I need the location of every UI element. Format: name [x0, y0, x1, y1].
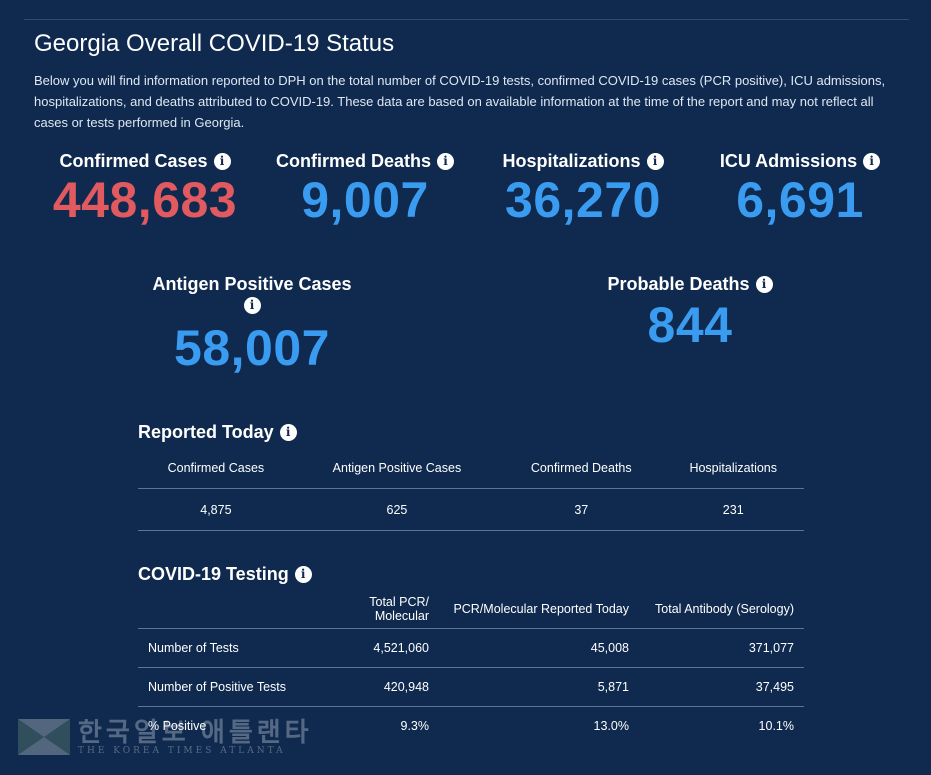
watermark-korean: 한국일보 애틀랜타	[78, 717, 313, 747]
stat-label: Confirmed Deaths	[275, 151, 432, 171]
stat-antigen-positive: Antigen Positive Cases i 58,007	[143, 274, 361, 376]
stat-label: ICU Admissions	[719, 151, 858, 171]
section-title-label: Reported Today	[138, 422, 274, 442]
column-header: Total PCR/ Molecular	[303, 590, 439, 629]
watermark: 한국일보 애틀랜타 THE KOREA TIMES ATLANTA	[18, 718, 313, 756]
column-header: Antigen Positive Cases	[293, 448, 501, 489]
table-cell: 13.0%	[593, 719, 629, 733]
table-cell: 4,521,060	[303, 628, 439, 668]
table-cell: 231	[662, 488, 804, 531]
stat-value: 9,007	[301, 172, 429, 228]
table-header-row: Confirmed Cases Antigen Positive Cases C…	[138, 448, 804, 489]
stat-label: Antigen Positive Cases	[152, 274, 352, 294]
stat-probable-deaths: Probable Deaths i 844	[583, 274, 797, 353]
stat-value: 36,270	[505, 172, 661, 228]
info-icon[interactable]: i	[213, 153, 231, 170]
row-label: Number of Positive Tests	[138, 667, 303, 707]
section-title-label: COVID-19 Testing	[138, 564, 289, 584]
table-cell: 37	[500, 488, 663, 531]
top-divider	[24, 19, 909, 20]
page-description: Below you will find information reported…	[34, 73, 886, 130]
column-header: Confirmed Cases	[138, 448, 294, 489]
testing-title: COVID-19 Testing i	[138, 564, 312, 585]
table-row: Number of Tests 4,521,060 45,008 371,077	[138, 628, 804, 668]
table-cell: 5,871	[439, 667, 639, 707]
stat-icu-admissions: ICU Admissions i 6,691	[695, 151, 905, 228]
stat-hospitalizations: Hospitalizations i 36,270	[478, 151, 688, 228]
stat-confirmed-deaths: Confirmed Deaths i 9,007	[260, 151, 470, 228]
table-cell: 9.3%	[400, 719, 430, 733]
column-header: PCR/Molecular Reported Today	[439, 590, 639, 629]
table-cell: 10.1%	[758, 719, 794, 733]
stat-value: 844	[647, 297, 733, 353]
column-header: Hospitalizations	[662, 448, 804, 489]
stat-label: Hospitalizations	[502, 151, 641, 171]
info-icon[interactable]: i	[294, 566, 312, 583]
stat-value: 58,007	[174, 320, 330, 376]
table-cell: 371,077	[639, 628, 804, 668]
stat-value: 6,691	[736, 172, 864, 228]
table-row: Number of Positive Tests 420,948 5,871 3…	[138, 667, 804, 707]
reported-today-table: Confirmed Cases Antigen Positive Cases C…	[138, 448, 804, 531]
reported-today-title: Reported Today i	[138, 422, 297, 443]
info-icon[interactable]: i	[437, 153, 455, 170]
watermark-logo	[18, 719, 70, 755]
info-icon[interactable]: i	[646, 153, 664, 170]
table-header-row: Total PCR/ Molecular PCR/Molecular Repor…	[138, 590, 804, 629]
table-cell: 4,875	[138, 488, 294, 531]
row-label: Number of Tests	[138, 628, 303, 668]
table-cell: 625	[293, 488, 501, 531]
info-icon[interactable]: i	[863, 153, 881, 170]
stat-label: Confirmed Cases	[59, 151, 208, 171]
row-label: % Positive	[148, 719, 207, 733]
table-cell: 45,008	[439, 628, 639, 668]
testing-table: Total PCR/ Molecular PCR/Molecular Repor…	[138, 590, 804, 745]
column-header: Confirmed Deaths	[500, 448, 663, 489]
table-cell: 420,948	[303, 667, 439, 707]
info-icon[interactable]: i	[243, 297, 261, 314]
stat-value: 448,683	[52, 172, 238, 228]
info-icon[interactable]: i	[279, 424, 297, 441]
table-cell: 37,495	[639, 667, 804, 707]
column-header: Total Antibody (Serology)	[639, 590, 804, 629]
watermark-english: THE KOREA TIMES ATLANTA	[78, 746, 286, 756]
table-row: % Positive 9.3% 13.0% 10.1%	[138, 707, 804, 746]
table-row: 4,875 625 37 231	[138, 488, 804, 531]
page-title: Georgia Overall COVID-19 Status	[34, 30, 395, 57]
stat-label: Probable Deaths	[607, 274, 750, 294]
column-header	[138, 590, 303, 629]
info-icon[interactable]: i	[755, 276, 773, 293]
stat-confirmed-cases: Confirmed Cases i 448,683	[40, 151, 250, 228]
